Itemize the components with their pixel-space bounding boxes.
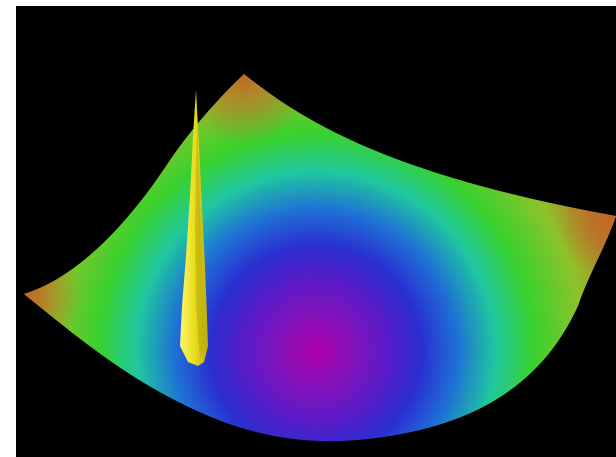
paraboloid-surface bbox=[24, 74, 616, 442]
yellow-spike bbox=[180, 90, 208, 366]
render-viewport bbox=[16, 6, 616, 457]
3d-surface-plot bbox=[24, 74, 616, 442]
spike-shading bbox=[195, 126, 205, 358]
surface-corner-right bbox=[24, 74, 616, 442]
